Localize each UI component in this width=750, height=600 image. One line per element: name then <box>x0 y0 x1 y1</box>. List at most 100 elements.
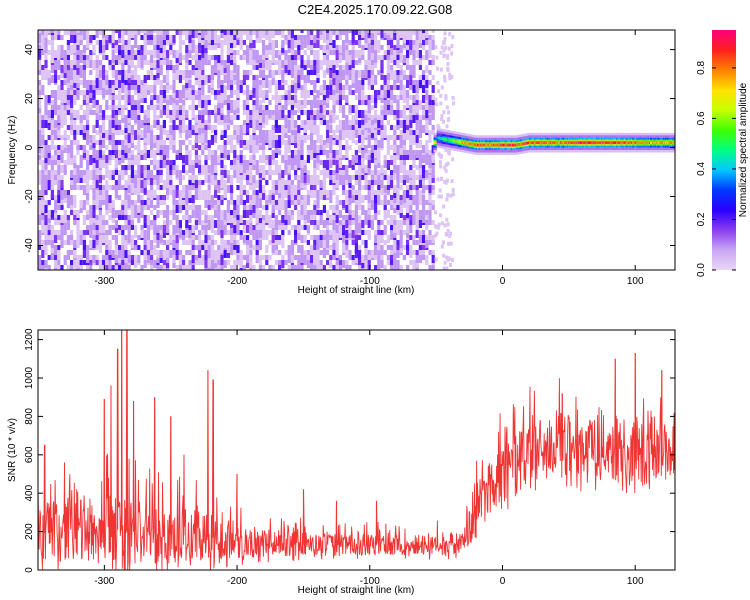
spectrogram-noise-cell <box>351 135 355 143</box>
spectrogram-noise-cell <box>271 230 275 235</box>
spectrogram-noise-cell <box>95 240 99 245</box>
spectrogram-noise-cell <box>358 190 362 198</box>
spectrogram-noise-cell <box>431 130 435 135</box>
spectrogram-noise-cell <box>79 35 83 40</box>
spectrogram-noise-cell <box>306 75 310 83</box>
spectrogram-noise-cell <box>290 100 294 105</box>
spectrogram-noise-cell <box>92 220 96 228</box>
spectrogram-noise-cell <box>265 230 269 238</box>
spectrogram-noise-cell <box>188 215 192 223</box>
spectrogram-noise-cell <box>252 105 256 110</box>
spectrogram-noise-cell <box>130 255 134 260</box>
spectrogram-noise-cell <box>396 120 400 125</box>
spectrogram-noise-cell <box>198 205 202 210</box>
spectrogram-noise-cell <box>60 225 64 230</box>
spectrogram-noise-cell <box>95 190 99 198</box>
spectrogram-noise-cell <box>425 105 429 110</box>
spectrogram-noise-cell <box>150 255 154 260</box>
spectrogram-noise-cell <box>351 185 355 190</box>
spectrogram-noise-cell <box>409 220 413 225</box>
spectrogram-noise-cell <box>284 260 288 265</box>
spectrogram-noise-cell <box>409 225 413 233</box>
spectrogram-noise-cell <box>303 220 307 225</box>
spectrogram-noise-cell <box>38 205 42 213</box>
spectrogram-noise-cell <box>265 80 269 88</box>
spectrogram-noise-cell <box>415 105 419 113</box>
spectrogram-noise-cell <box>418 115 422 120</box>
spectrogram-noise-cell <box>108 155 112 160</box>
spectrogram-noise-cell <box>313 40 317 48</box>
spectrogram-noise-cell <box>124 250 128 258</box>
spectrogram-noise-cell <box>402 175 406 180</box>
spectrogram-noise-cell <box>271 200 275 205</box>
spectrogram-noise-cell <box>50 50 54 58</box>
spectrogram-noise-cell <box>274 100 278 105</box>
spectrogram-noise-cell <box>198 55 202 60</box>
spectrogram-noise-cell <box>313 245 317 250</box>
spectrogram-noise-cell <box>114 55 118 60</box>
spectrogram-noise-cell <box>294 170 298 175</box>
spectrogram-noise-cell <box>54 75 58 83</box>
spectrogram-noise-cell <box>114 40 118 45</box>
spectrogram-noise-cell <box>425 210 429 215</box>
spectrogram-noise-cell <box>166 110 170 118</box>
spectrogram-noise-cell <box>66 215 70 220</box>
spectrogram-noise-cell <box>281 135 285 140</box>
spectrogram-noise-cell <box>242 265 246 270</box>
spectrogram-signal-cell <box>466 141 468 145</box>
spectrogram-noise-cell <box>166 260 170 268</box>
spectrogram-noise-cell <box>143 145 147 153</box>
spectrogram-noise-cell <box>182 205 186 210</box>
spectrogram-noise-cell <box>281 75 285 83</box>
spectrogram-noise-cell <box>383 195 387 200</box>
spectrogram-noise-cell <box>137 160 141 165</box>
spectrogram-noise-cell <box>102 65 106 73</box>
spectrogram-noise-cell <box>198 30 202 33</box>
spectrogram-noise-cell <box>313 80 317 88</box>
spectrogram-noise-cell <box>306 55 310 60</box>
spectrogram-noise-cell <box>70 185 74 190</box>
spectrogram-noise-cell <box>367 70 371 78</box>
spectrogram-noise-cell <box>105 75 109 80</box>
spectrogram-noise-cell <box>252 190 256 195</box>
spectrogram-noise-cell <box>396 30 400 33</box>
spectrogram-noise-cell <box>150 40 154 45</box>
spectrogram-noise-cell <box>271 150 275 158</box>
spectrogram-noise-cell <box>220 100 224 108</box>
spectrogram-noise-cell <box>166 70 170 78</box>
spectrogram-noise-cell <box>377 40 381 45</box>
spectrogram-noise-cell <box>374 205 378 213</box>
spectrogram-noise-cell <box>322 170 326 175</box>
spectrogram-noise-cell <box>239 55 243 60</box>
spectrogram-noise-cell <box>220 200 224 205</box>
spectrogram-noise-cell <box>370 145 374 153</box>
spectrogram-noise-cell <box>258 155 262 163</box>
spectrogram-noise-cell <box>76 170 80 175</box>
spectrogram-noise-cell <box>230 265 234 270</box>
spectrogram-noise-cell <box>134 175 138 183</box>
spectrogram-noise-cell <box>95 130 99 135</box>
spectrogram-noise-cell <box>57 265 61 270</box>
spectrogram-noise-cell <box>130 135 134 143</box>
spectrogram-noise-cell <box>409 200 413 205</box>
spectrogram-noise-cell <box>287 230 291 235</box>
spectrogram-noise-cell <box>44 95 48 103</box>
spectrogram-noise-cell <box>358 235 362 240</box>
spectrogram-noise-cell <box>143 55 147 60</box>
spectrogram-noise-cell <box>124 200 128 205</box>
spectrogram-noise-cell <box>50 35 54 40</box>
spectrogram-noise-cell <box>252 140 256 145</box>
spectrogram-noise-cell <box>233 225 237 233</box>
spectrogram-noise-cell <box>390 70 394 75</box>
spectrogram-noise-cell <box>102 185 106 190</box>
spectrogram-noise-cell <box>146 70 150 75</box>
spectrogram-noise-cell <box>316 180 320 185</box>
spectrogram-noise-cell <box>358 255 362 260</box>
spectrogram-noise-cell <box>386 60 390 68</box>
spectrogram-noise-cell <box>406 200 410 208</box>
spectrogram-noise-cell <box>210 110 214 115</box>
spectrogram-noise-cell <box>175 30 179 35</box>
spectrogram-noise-cell <box>150 160 154 165</box>
spectrogram-noise-cell <box>303 210 307 215</box>
spectrogram-noise-cell <box>258 115 262 123</box>
